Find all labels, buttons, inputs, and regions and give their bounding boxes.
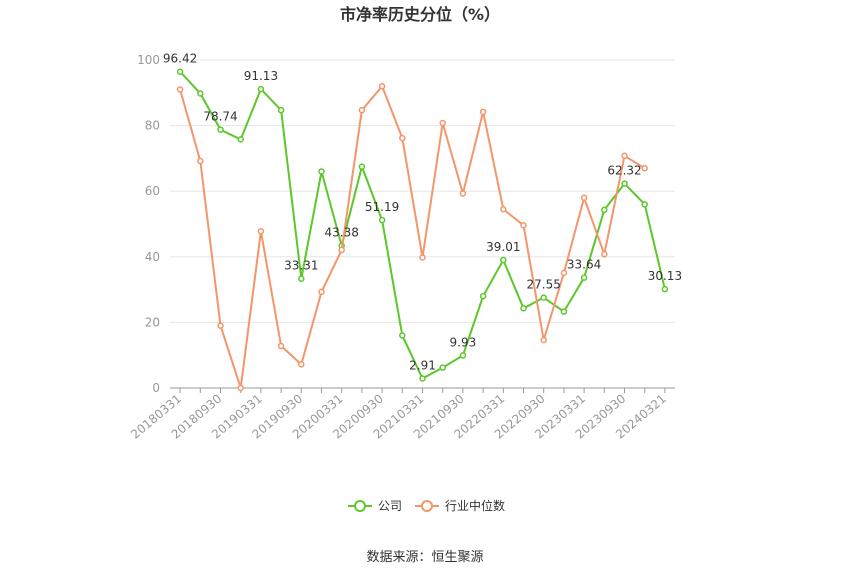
data-point — [399, 332, 406, 339]
data-label: 96.42 — [163, 52, 197, 66]
data-point — [217, 322, 224, 329]
y-tick-label: 80 — [145, 119, 160, 133]
legend[interactable]: 公司 行业中位数 — [348, 498, 505, 513]
y-tick-label: 0 — [152, 381, 160, 395]
data-point — [601, 206, 608, 214]
data-point — [641, 164, 648, 172]
data-point — [560, 269, 568, 277]
data-point — [419, 375, 426, 382]
series-layer — [176, 68, 669, 392]
data-point — [176, 86, 184, 93]
legend-marker — [421, 500, 433, 512]
data-point — [358, 106, 366, 114]
data-point — [479, 108, 487, 116]
data-point — [500, 205, 507, 213]
data-label: 91.13 — [244, 69, 278, 83]
y-tick-label: 100 — [137, 53, 160, 67]
legend-marker — [354, 500, 366, 512]
data-label: 30.13 — [648, 269, 682, 283]
data-label: 78.74 — [203, 110, 237, 124]
legend-label: 公司 — [378, 499, 402, 513]
data-point — [560, 308, 568, 315]
data-point — [237, 384, 244, 392]
data-point — [540, 336, 547, 344]
data-point — [439, 364, 446, 371]
series-line-0 — [179, 71, 666, 380]
data-point — [661, 285, 669, 293]
data-point — [580, 194, 588, 202]
data-point — [621, 180, 628, 187]
data-point — [378, 82, 386, 90]
data-label: 39.01 — [486, 240, 520, 254]
legend-item-0[interactable]: 公司 — [348, 499, 402, 513]
data-point — [197, 157, 204, 165]
data-point — [399, 134, 406, 142]
data-point — [298, 361, 305, 368]
data-label: 51.19 — [365, 200, 399, 214]
data-point — [459, 352, 467, 359]
data-label: 62.32 — [607, 164, 641, 178]
grid-lines — [170, 59, 675, 323]
data-label: 43.38 — [325, 226, 359, 240]
data-point — [500, 256, 507, 264]
source-note: 数据来源：恒生聚源 — [366, 550, 483, 565]
data-labels: 96.42 78.74 91.13 33.31 43.38 51.19 2.91 9.93 39… — [163, 52, 682, 373]
data-label: 33.64 — [567, 258, 601, 272]
chart-title: 市净率历史分位（%） — [340, 5, 500, 24]
y-tick-label: 60 — [145, 184, 160, 198]
data-point — [419, 254, 426, 261]
data-point — [358, 163, 366, 170]
data-point — [459, 190, 467, 197]
data-point — [277, 342, 285, 350]
data-point — [257, 227, 265, 235]
y-tick-label: 40 — [145, 250, 160, 264]
data-point — [439, 119, 446, 127]
series-line-1 — [179, 84, 646, 389]
legend-item-1[interactable]: 行业中位数 — [415, 498, 505, 513]
data-point — [298, 275, 305, 282]
data-point — [176, 68, 184, 75]
data-point — [621, 152, 628, 160]
data-label: 2.91 — [409, 358, 436, 372]
data-point — [580, 274, 588, 281]
data-label: 27.55 — [527, 278, 561, 292]
data-point — [641, 201, 648, 208]
data-label: 33.31 — [284, 259, 318, 273]
legend-label: 行业中位数 — [445, 498, 505, 513]
data-point — [520, 222, 527, 229]
data-point — [540, 294, 547, 301]
data-point — [257, 85, 265, 93]
data-point — [217, 126, 224, 133]
data-label: 9.93 — [450, 335, 477, 349]
data-point — [338, 246, 345, 254]
data-point — [318, 168, 325, 175]
y-tick-label: 20 — [145, 315, 160, 329]
data-point — [479, 292, 487, 300]
data-point — [601, 250, 608, 258]
data-point — [197, 90, 204, 97]
data-point — [520, 305, 527, 312]
data-point — [378, 216, 386, 224]
data-point — [318, 288, 325, 296]
data-point — [237, 136, 244, 143]
data-point — [277, 106, 285, 114]
